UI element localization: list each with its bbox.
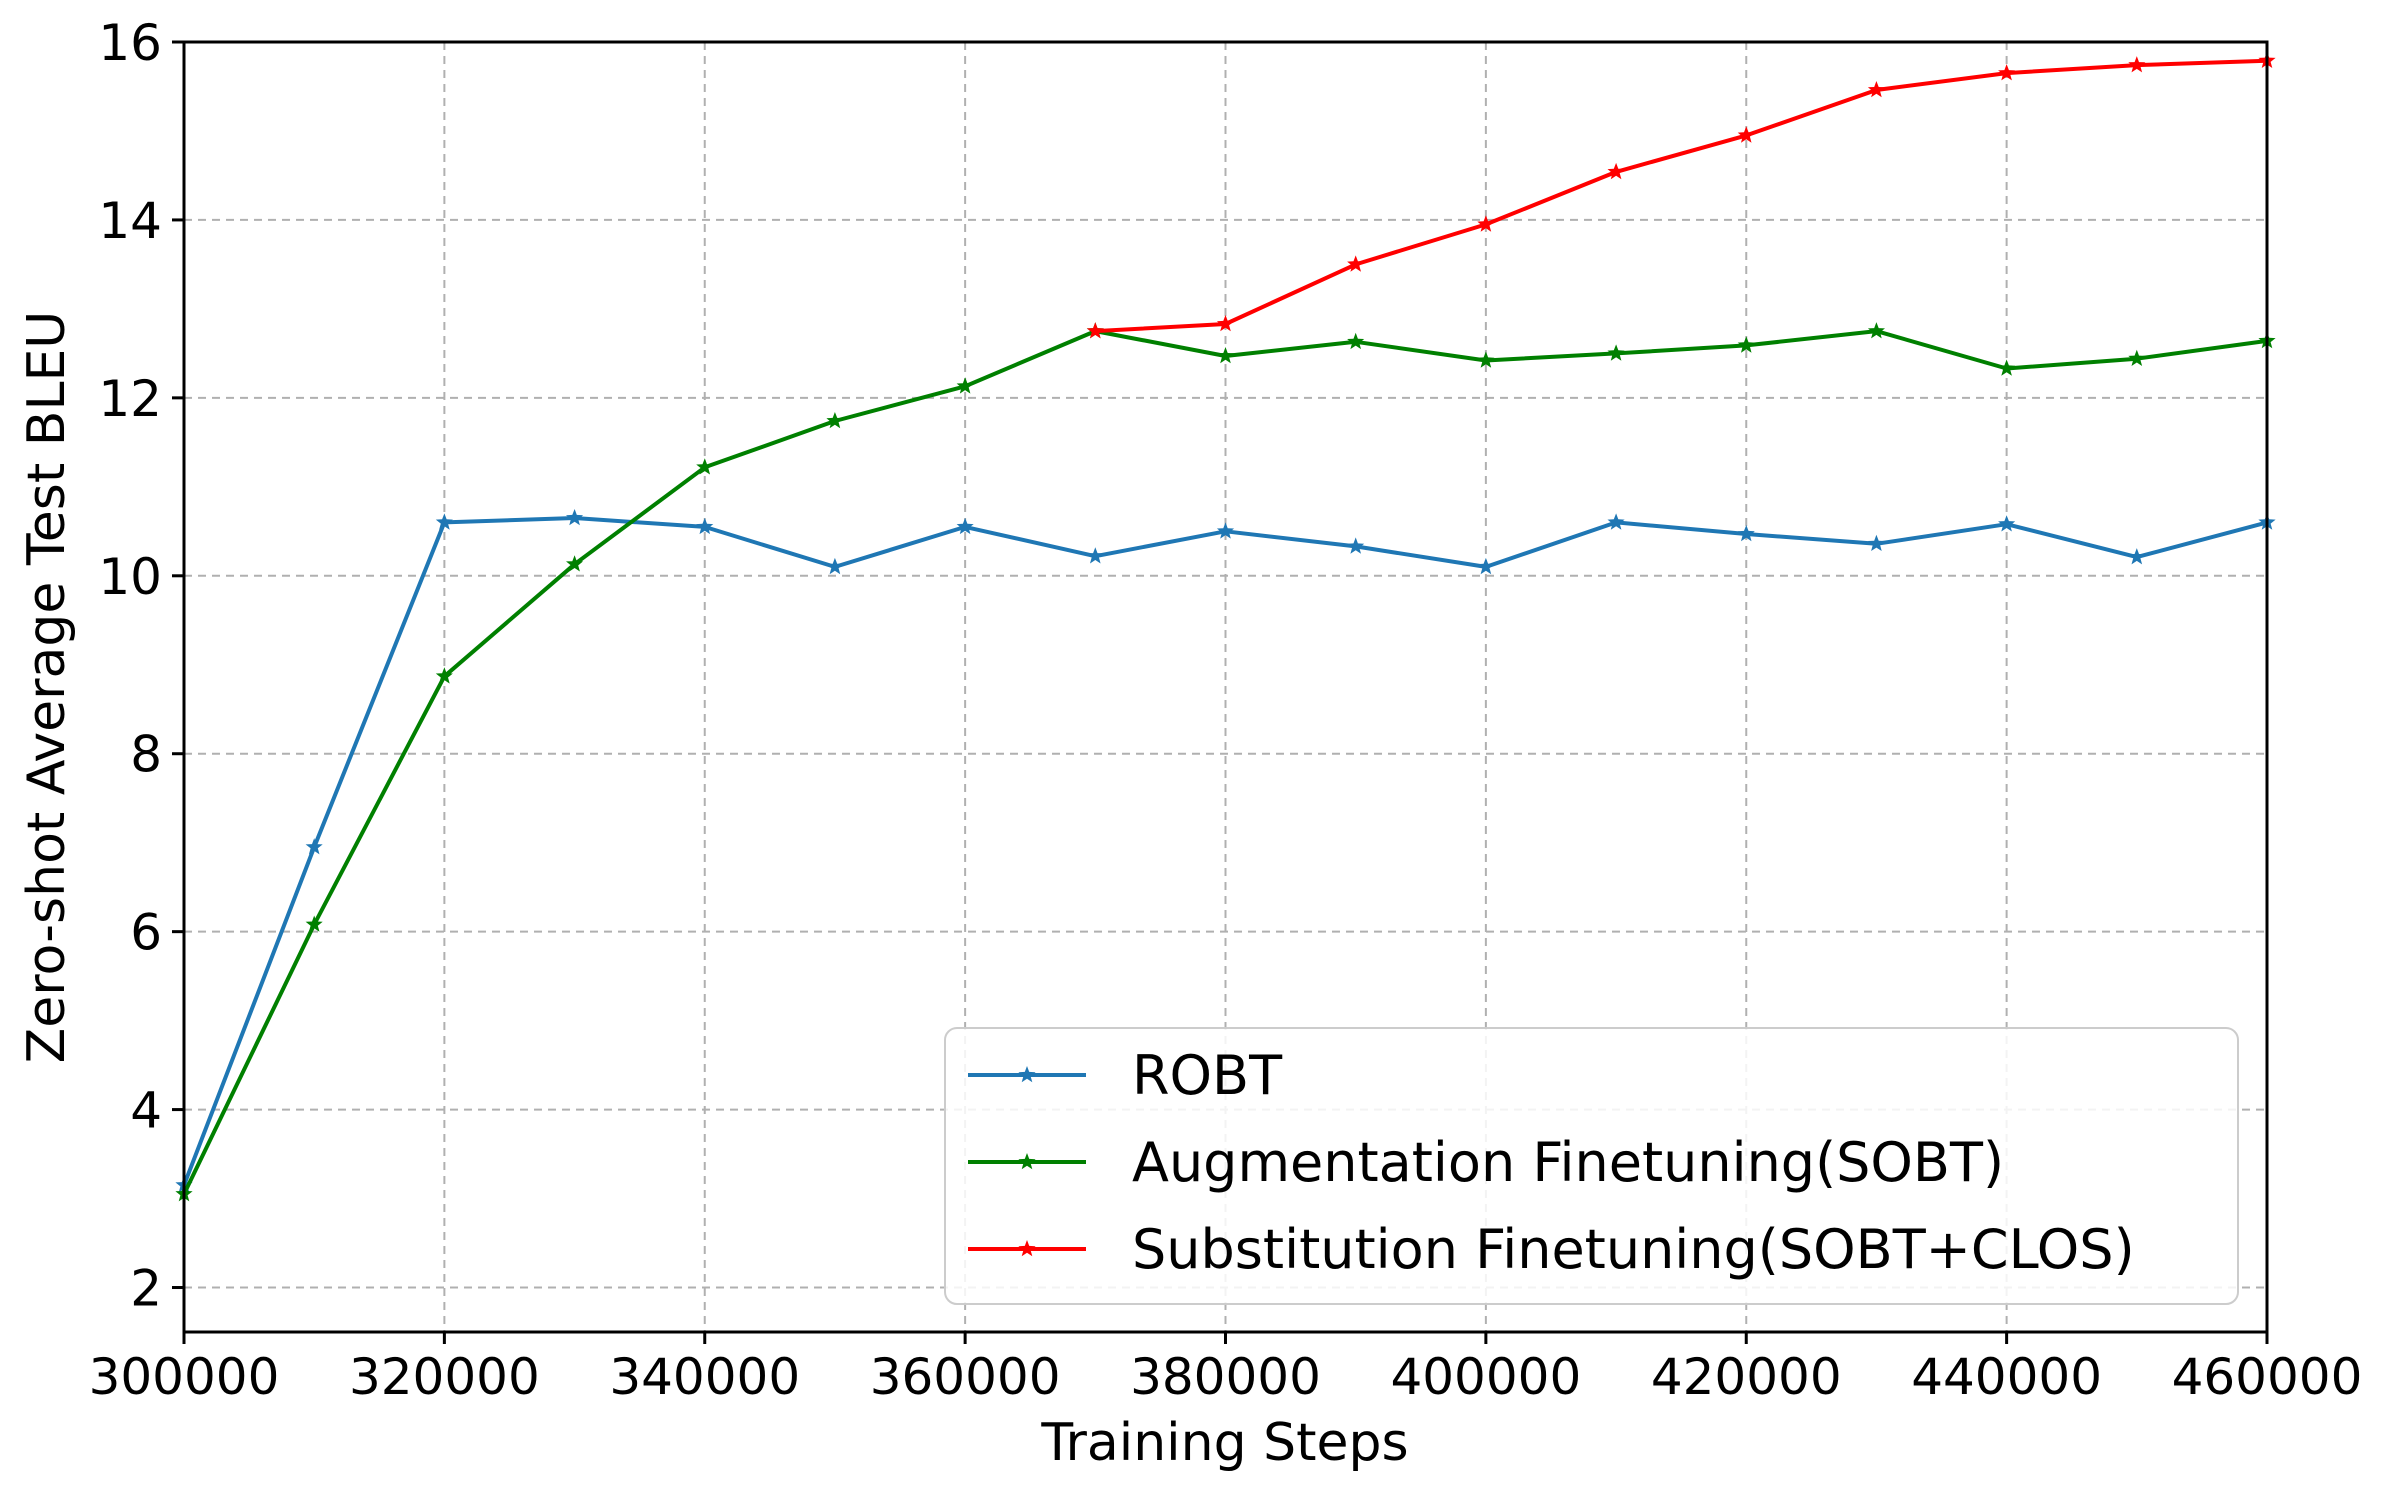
- data-point-marker: [1607, 162, 1625, 180]
- legend-marker: [1018, 1066, 1036, 1083]
- data-point-marker: [1998, 359, 2016, 376]
- data-point-marker: [1477, 351, 1495, 368]
- y-tick-label: 4: [130, 1082, 162, 1140]
- series-0: [175, 509, 2276, 1193]
- x-tick-label: 360000: [870, 1348, 1061, 1406]
- legend-label: Augmentation Finetuning(SOBT): [1132, 1131, 2004, 1194]
- series-2: [1086, 51, 2276, 339]
- x-tick-label: 340000: [609, 1348, 800, 1406]
- x-tick-label: 420000: [1651, 1348, 1842, 1406]
- data-point-marker: [1867, 534, 1885, 551]
- data-point-marker: [826, 557, 844, 575]
- legend-marker: [1018, 1153, 1036, 1170]
- data-point-marker: [2128, 349, 2146, 366]
- y-tick-label: 14: [98, 192, 162, 250]
- data-point-marker: [1086, 547, 1104, 564]
- data-point-marker: [1737, 336, 1755, 353]
- data-point-marker: [956, 517, 974, 535]
- x-tick-label: 460000: [2172, 1348, 2363, 1406]
- data-point-marker: [1867, 81, 1885, 98]
- data-point-marker: [1607, 344, 1625, 361]
- data-point-marker: [956, 377, 974, 394]
- x-tick-label: 380000: [1130, 1348, 1321, 1406]
- series-lines: [175, 51, 2276, 1202]
- axis-ticks: 300000 320000 340000 360000 380000 400000 4200…: [89, 14, 2363, 1406]
- data-point-marker: [2128, 548, 2146, 565]
- series-line: [1095, 58, 2268, 334]
- legend-marker: [1018, 1240, 1036, 1257]
- y-tick-label: 2: [130, 1260, 162, 1318]
- data-point-marker: [1998, 64, 2016, 81]
- data-point-marker: [435, 513, 453, 530]
- data-point-marker: [305, 838, 323, 855]
- x-tick-label: 320000: [349, 1348, 540, 1406]
- data-point-marker: [1867, 322, 1885, 339]
- data-point-marker: [1607, 513, 1625, 530]
- y-tick-label: 6: [130, 904, 162, 962]
- x-tick-label: 440000: [1911, 1348, 2102, 1406]
- data-point-marker: [1998, 515, 2016, 532]
- data-point-marker: [1347, 255, 1365, 272]
- y-tick-label: 8: [130, 726, 162, 784]
- y-axis-title: Zero-shot Average Test BLEU: [17, 311, 77, 1064]
- y-tick-label: 16: [98, 14, 162, 72]
- data-point-marker: [1216, 347, 1235, 364]
- x-tick-label: 300000: [89, 1348, 280, 1406]
- y-tick-label: 12: [98, 370, 162, 428]
- data-point-marker: [1737, 126, 1755, 143]
- legend-label: Substitution Finetuning(SOBT+CLOS): [1132, 1218, 2135, 1281]
- data-point-marker: [566, 555, 584, 572]
- legend-box: [944, 1027, 2239, 1305]
- data-point-marker: [2128, 56, 2146, 73]
- data-point-marker: [1347, 537, 1365, 554]
- data-point-marker: [696, 458, 714, 475]
- data-point-marker: [826, 412, 844, 429]
- legend-label: ROBT: [1132, 1044, 1283, 1107]
- data-point-marker: [1737, 525, 1755, 542]
- data-point-marker: [305, 915, 323, 932]
- data-point-marker: [566, 509, 584, 526]
- data-point-marker: [1477, 215, 1495, 232]
- legend: ROBT Augmentation Finetuning(SOBT) Substit…: [944, 1027, 2239, 1305]
- y-tick-label: 10: [98, 548, 162, 606]
- data-point-marker: [435, 667, 453, 684]
- data-point-marker: [1347, 332, 1365, 350]
- data-point-marker: [1477, 557, 1495, 575]
- x-axis-title: Training Steps: [1040, 1413, 1408, 1473]
- data-point-marker: [1086, 322, 1104, 339]
- data-point-marker: [696, 517, 714, 535]
- data-point-marker: [1216, 315, 1235, 332]
- x-tick-label: 400000: [1390, 1348, 1581, 1406]
- data-point-marker: [1216, 522, 1235, 539]
